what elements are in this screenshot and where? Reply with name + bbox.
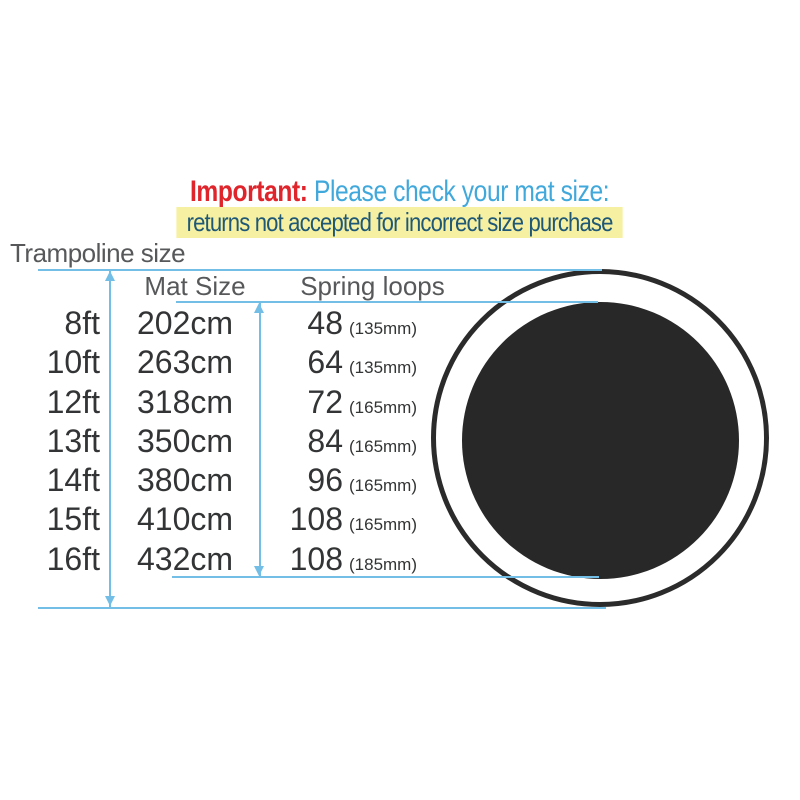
table-header-spacer <box>0 270 110 303</box>
spring-length-cell: (135mm) <box>349 358 418 378</box>
trampoline-size-cell: 16ft <box>46 540 100 577</box>
trampoline-size-cell: 10ft <box>46 344 100 381</box>
spring-loops-column-header: Spring loops <box>300 271 445 301</box>
trampoline-size-label: Trampoline size <box>10 238 186 268</box>
mat-size-cell: 380cm <box>136 462 234 499</box>
spring-length-cell: (135mm) <box>349 319 418 338</box>
header-warning-line: Important: Please check your mat size: <box>0 176 800 208</box>
spring-count-cell: 84 <box>307 422 343 459</box>
trampoline-size-cell: 13ft <box>46 422 100 459</box>
table-row: 10ft 263cm 64 (135mm) <box>0 343 417 382</box>
table-row: 15ft 410cm 108 (165mm) <box>0 500 417 539</box>
trampoline-size-cell: 8ft <box>64 305 100 341</box>
mat-size-cell: 263cm <box>136 344 234 381</box>
returns-notice-line: returns not accepted for incorrect size … <box>0 207 800 238</box>
trampoline-measure-arrow-up-icon <box>105 271 115 281</box>
trampoline-size-cell: 14ft <box>46 462 100 499</box>
outer-bottom-tangent-line <box>38 607 606 609</box>
important-label: Important: <box>190 175 308 208</box>
table-row: 8ft 202cm 48 (135mm) <box>0 304 417 343</box>
spring-count-cell: 48 <box>307 305 343 341</box>
table-row: 12ft 318cm 72 (165mm) <box>0 383 417 422</box>
trampoline-size-cell: 12ft <box>46 383 100 420</box>
mat-size-cell: 318cm <box>136 383 234 420</box>
returns-notice-highlight: returns not accepted for incorrect size … <box>176 207 624 238</box>
spring-length-cell: (185mm) <box>349 554 418 574</box>
mat-size-cell: 202cm <box>136 305 234 341</box>
table-row: 16ft 432cm 108 (185mm) <box>0 540 417 579</box>
size-chart-table: 8ft 202cm 48 (135mm) 10ft 263cm 64 (135mm) 12ft 3… <box>0 304 417 579</box>
mat-measure-arrow-up-icon <box>254 303 264 313</box>
spring-length-cell: (165mm) <box>349 515 418 535</box>
mat-size-cell: 350cm <box>136 422 234 459</box>
spring-count-cell: 64 <box>307 344 343 381</box>
mat-bottom-tangent-line <box>172 576 599 578</box>
trampoline-mat <box>462 302 739 579</box>
mat-measure-arrow-down-icon <box>254 566 264 576</box>
mat-size-cell: 432cm <box>136 540 234 577</box>
spring-count-cell: 108 <box>289 501 343 538</box>
mat-size-measure-line <box>259 302 261 577</box>
trampoline-size-cell: 15ft <box>46 501 100 538</box>
trampoline-size-measure-line <box>109 270 111 607</box>
table-header-row: Mat Size Spring loops <box>0 270 465 303</box>
spring-count-cell: 108 <box>289 540 343 577</box>
table-row: 13ft 350cm 84 (165mm) <box>0 422 417 461</box>
check-mat-size-text: Please check your mat size: <box>314 175 610 208</box>
table-row: 14ft 380cm 96 (165mm) <box>0 461 417 500</box>
spring-length-cell: (165mm) <box>349 476 418 496</box>
spring-count-cell: 96 <box>307 462 343 499</box>
trampoline-measure-arrow-down-icon <box>105 596 115 606</box>
mat-size-column-header: Mat Size <box>144 271 246 301</box>
mat-top-tangent-line <box>176 301 598 303</box>
spring-length-cell: (165mm) <box>349 436 418 456</box>
mat-size-cell: 410cm <box>136 501 234 538</box>
outer-top-tangent-line <box>38 269 602 271</box>
spring-length-cell: (165mm) <box>349 397 418 417</box>
spring-count-cell: 72 <box>307 383 343 420</box>
